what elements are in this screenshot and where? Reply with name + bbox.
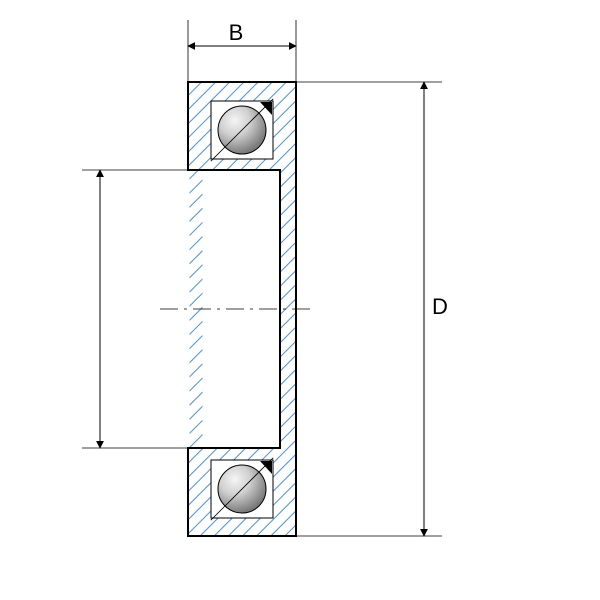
bearing-cross-section-diagram: BD <box>0 0 600 600</box>
dim-d-label: D <box>432 294 448 319</box>
dim-b-label: B <box>229 20 244 45</box>
